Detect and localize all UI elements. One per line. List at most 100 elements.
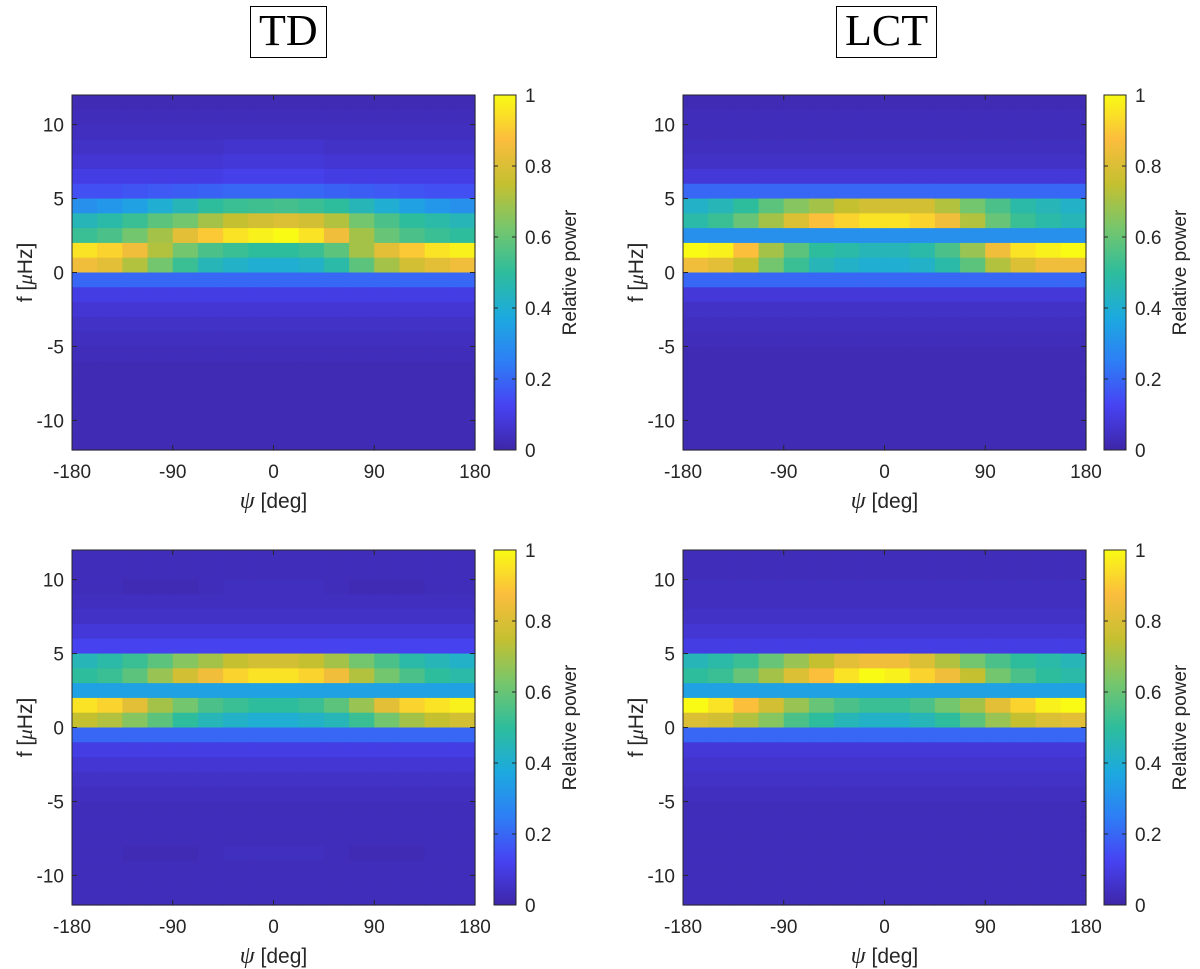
heatmap-cell <box>834 623 860 640</box>
heatmap-cell <box>323 331 350 348</box>
heatmap-cell <box>683 653 709 669</box>
heatmap-cell <box>985 183 1012 200</box>
heatmap-cell <box>147 712 174 729</box>
heatmap-cell <box>349 712 375 729</box>
heatmap-cell <box>683 124 709 140</box>
heatmap-cell <box>733 801 760 817</box>
heatmap-cell <box>1035 638 1062 655</box>
heatmap-cell <box>683 390 709 407</box>
heatmap-cell <box>147 564 174 581</box>
heatmap-cell <box>374 579 401 595</box>
heatmap-cell <box>172 139 199 155</box>
heatmap-cell <box>834 697 860 714</box>
heatmap-cell <box>783 697 810 714</box>
heatmap-cell <box>808 742 835 758</box>
heatmap-cell <box>683 550 709 566</box>
heatmap-cell <box>298 653 325 669</box>
heatmap-cell <box>298 228 325 244</box>
heatmap-cell <box>934 124 961 140</box>
heatmap-cell <box>1060 860 1087 877</box>
heatmap-cell <box>960 361 986 377</box>
heatmap-cell <box>72 712 98 729</box>
heatmap-cell <box>147 420 174 436</box>
heatmap-cell <box>122 376 149 392</box>
heatmap-cell <box>1035 242 1062 259</box>
heatmap-cell <box>172 890 199 906</box>
heatmap-cell <box>147 376 174 392</box>
heatmap-cell <box>97 757 123 773</box>
heatmap-cell <box>985 390 1012 407</box>
heatmap-cell <box>683 683 709 699</box>
heatmap-cell <box>399 550 426 566</box>
heatmap-cell <box>783 331 810 348</box>
heatmap-cell <box>374 801 401 817</box>
heatmap-cell <box>1060 420 1087 436</box>
heatmap-cell <box>399 154 426 170</box>
heatmap-cell <box>122 890 149 906</box>
heatmap-cell <box>1035 668 1062 684</box>
heatmap-cell <box>733 168 760 185</box>
heatmap-cell <box>1060 638 1087 655</box>
heatmap-cell <box>909 831 936 847</box>
heatmap-cell <box>97 198 123 214</box>
x-tick-label: -180 <box>53 462 91 483</box>
heatmap-cell <box>172 875 199 891</box>
heatmap-cell <box>683 139 709 155</box>
heatmap-cell <box>323 139 350 155</box>
heatmap-cell <box>223 623 249 640</box>
heatmap-cell <box>399 668 426 684</box>
heatmap-cell <box>248 668 275 684</box>
heatmap-cell <box>859 405 886 422</box>
heatmap-cell <box>758 564 785 581</box>
heatmap-cell <box>424 623 451 640</box>
heatmap-cell <box>248 816 275 832</box>
heatmap-cell <box>909 668 936 684</box>
heatmap-cell <box>147 668 174 684</box>
heatmap-cell <box>147 183 174 200</box>
heatmap-cell <box>733 890 760 906</box>
heatmap-cell <box>273 668 300 684</box>
heatmap-cell <box>808 845 835 862</box>
heatmap-cell <box>1010 213 1037 229</box>
heatmap-cell <box>424 361 451 377</box>
heatmap-cell <box>1060 228 1087 244</box>
heatmap-cell <box>197 638 224 655</box>
heatmap-cell <box>424 109 451 126</box>
colorbar-tick-label: 0.8 <box>1135 612 1161 633</box>
heatmap-cell <box>349 757 375 773</box>
heatmap-cell <box>1035 890 1062 906</box>
heatmap-cell <box>147 683 174 699</box>
heatmap-cell <box>147 346 174 362</box>
heatmap-cell <box>298 435 325 451</box>
heatmap-cell <box>424 242 451 259</box>
heatmap-cell <box>399 801 426 817</box>
heatmap-cell <box>1035 550 1062 566</box>
heatmap-cell <box>884 198 911 214</box>
heatmap-cell <box>1010 390 1037 407</box>
heatmap-cell <box>273 550 300 566</box>
heatmap-cell <box>884 124 911 140</box>
heatmap-cell <box>424 697 451 714</box>
heatmap-cell <box>97 331 123 348</box>
heatmap-cell <box>349 697 375 714</box>
x-tick-label: 180 <box>1070 917 1102 938</box>
heatmap-cell <box>1035 405 1062 422</box>
heatmap-cell <box>122 95 149 111</box>
heatmap-cell <box>1060 154 1087 170</box>
heatmap-cell <box>783 405 810 422</box>
heatmap-cell <box>834 435 860 451</box>
heatmap-cell <box>399 890 426 906</box>
x-tick-label: 90 <box>975 462 996 483</box>
heatmap-cell <box>909 154 936 170</box>
heatmap-cell <box>808 213 835 229</box>
heatmap-cell <box>72 564 98 581</box>
heatmap-cell <box>733 361 760 377</box>
heatmap-cell <box>122 228 149 244</box>
heatmap-cell <box>323 579 350 595</box>
heatmap-cell <box>683 302 709 318</box>
heatmap-cell <box>374 361 401 377</box>
heatmap-cell <box>399 697 426 714</box>
heatmap-cell <box>349 435 375 451</box>
heatmap-cell <box>783 168 810 185</box>
